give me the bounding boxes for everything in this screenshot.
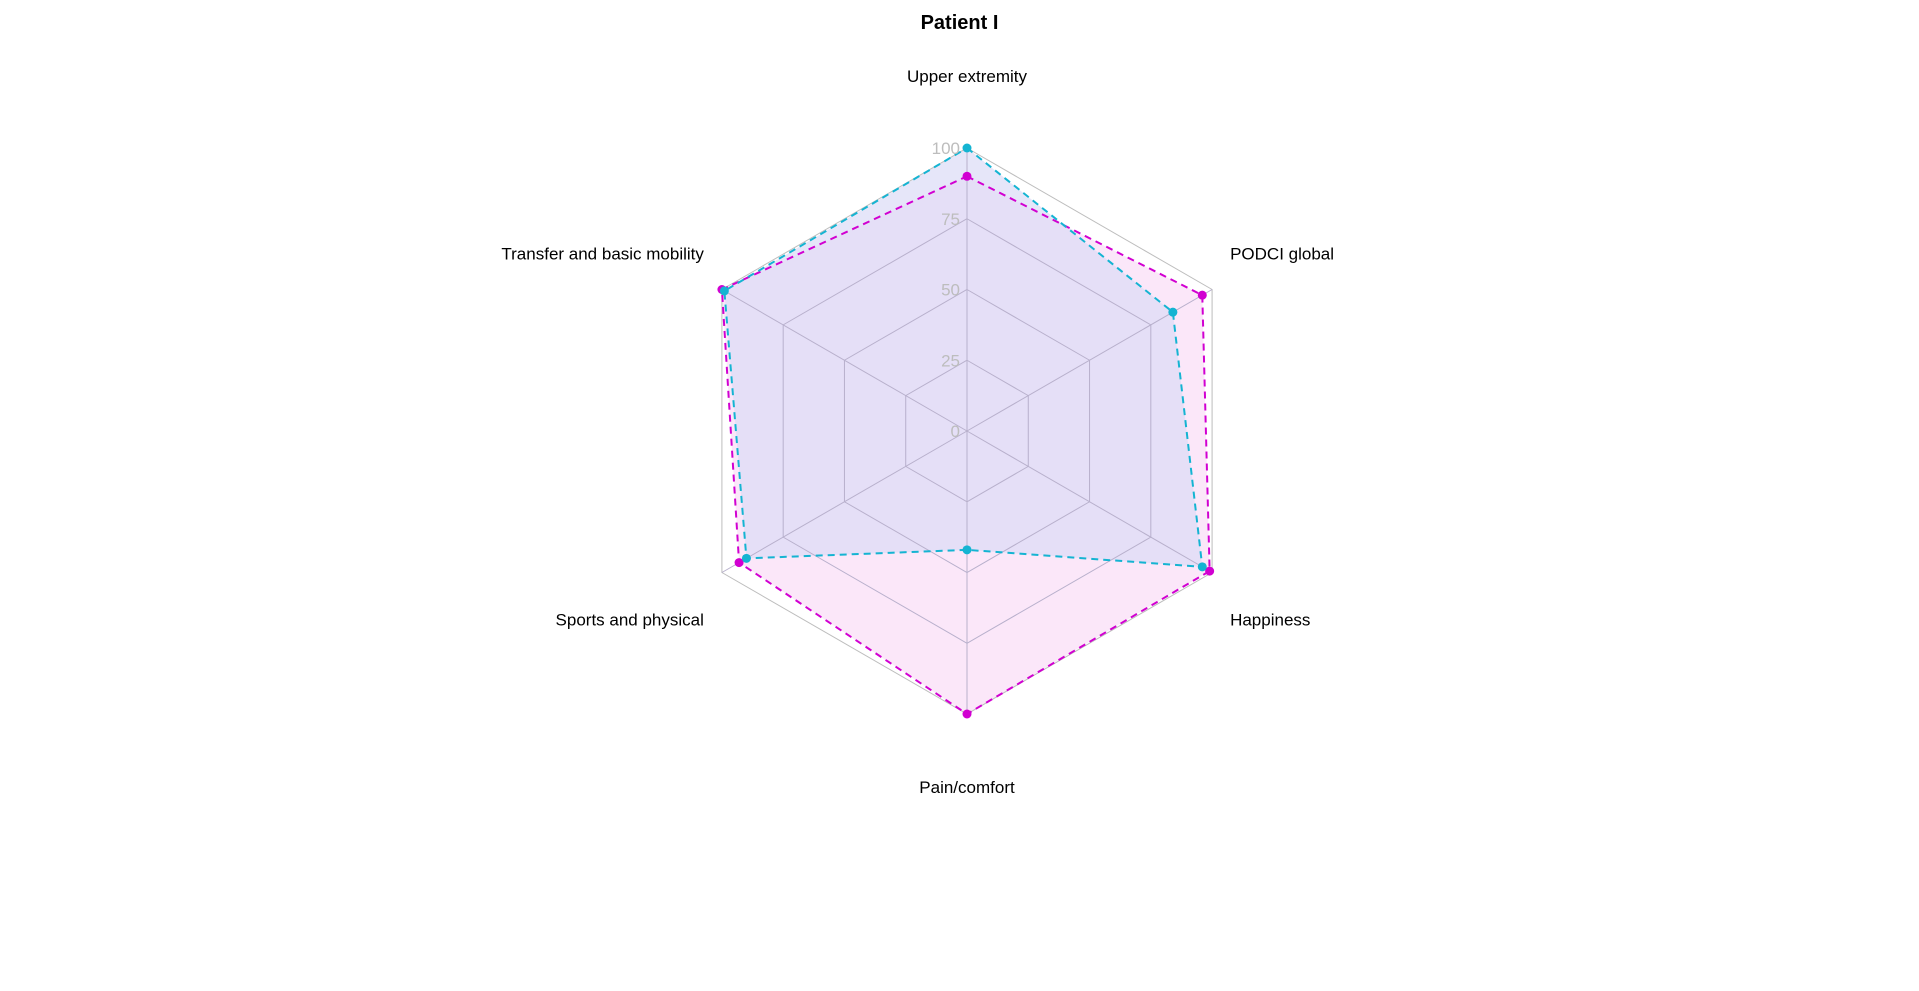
series-2-point bbox=[1197, 562, 1207, 572]
series-1-point bbox=[962, 709, 972, 719]
series-2-point bbox=[962, 143, 972, 153]
axis-label: PODCI global bbox=[1230, 245, 1334, 264]
tick-label: 75 bbox=[941, 210, 960, 229]
axis-spoke bbox=[966, 430, 1213, 573]
axis-label: Happiness bbox=[1230, 611, 1310, 630]
series-layer bbox=[717, 143, 1215, 719]
series-1-point bbox=[734, 558, 744, 568]
axis-label: Upper extremity bbox=[907, 67, 1027, 86]
tick-labels: 0 25 50 75 100 bbox=[932, 139, 960, 441]
series-1-point bbox=[962, 171, 972, 181]
tick-label: 25 bbox=[941, 351, 960, 370]
axis-label: Transfer and basic mobility bbox=[501, 245, 704, 264]
tick-label: 0 bbox=[951, 422, 960, 441]
tick-label: 50 bbox=[941, 281, 960, 300]
series-1-point bbox=[1205, 566, 1215, 576]
series-2-area bbox=[724, 148, 1203, 567]
axis-label: Pain/comfort bbox=[919, 778, 1015, 797]
chart-title: Patient I bbox=[921, 12, 999, 34]
axis-spoke bbox=[721, 430, 968, 573]
axis-label: Sports and physical bbox=[556, 611, 704, 630]
tick-label: 100 bbox=[932, 139, 960, 158]
series-2-point bbox=[719, 286, 729, 296]
series-2-point bbox=[962, 545, 972, 555]
series-1-point bbox=[1197, 290, 1207, 300]
axis-spoke bbox=[721, 289, 968, 432]
series-2-point bbox=[741, 553, 751, 563]
axis-labels: Upper extremity PODCI global Happiness Pain… bbox=[501, 67, 1334, 797]
radar-grid bbox=[721, 147, 1213, 715]
series-2-point bbox=[1168, 307, 1178, 317]
